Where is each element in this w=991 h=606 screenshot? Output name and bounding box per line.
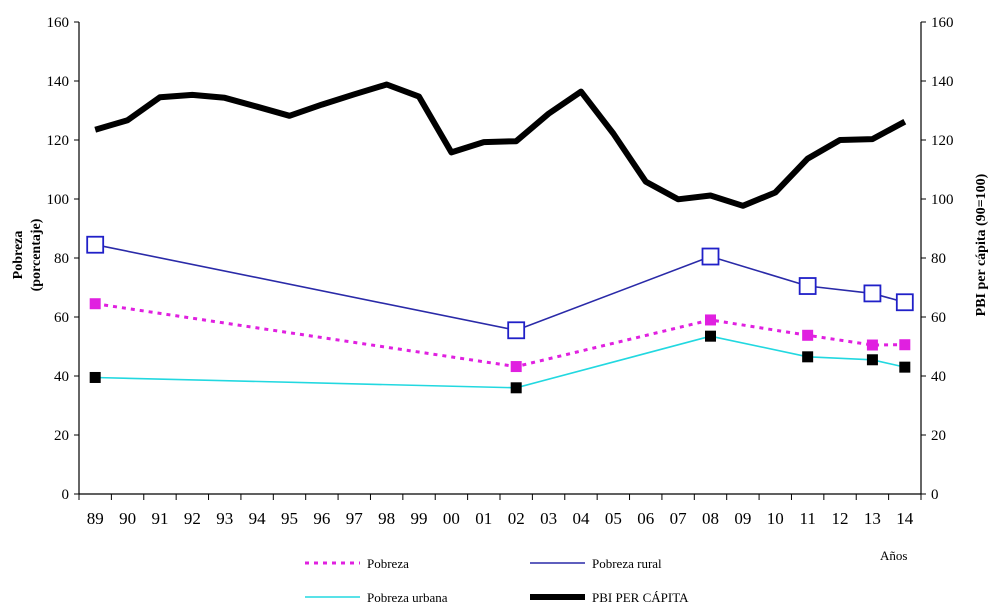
x-tick-label: 93 xyxy=(216,509,233,528)
y-tick-label-right: 60 xyxy=(931,310,946,326)
y-tick-label-right: 20 xyxy=(931,428,946,444)
x-tick-label: 09 xyxy=(734,509,751,528)
data-point-pobreza-urbana xyxy=(802,351,814,363)
data-point-pobreza xyxy=(899,339,911,351)
series-line-pbi-per-c-pita xyxy=(94,81,907,209)
x-tick-label: 01 xyxy=(475,509,492,528)
x-tick-label: 98 xyxy=(378,509,395,528)
x-tick-label: 94 xyxy=(249,509,267,528)
data-point-pobreza-rural xyxy=(895,293,914,312)
data-point-pobreza-urbana xyxy=(866,354,878,366)
data-point-pobreza-urbana xyxy=(89,371,101,383)
x-tick-label: 07 xyxy=(670,509,688,528)
y-tick-label-right: 100 xyxy=(931,192,954,208)
legend: Pobreza Pobreza rural Pobreza urbana PBI PE… xyxy=(305,556,689,605)
x-tick-label: 96 xyxy=(313,509,330,528)
legend-label-pbi-per-c-pita: PBI PER CÁPITA xyxy=(592,590,689,605)
data-point-pobreza-rural xyxy=(798,277,817,295)
x-tick-label: 99 xyxy=(411,509,428,528)
x-tick-label: 04 xyxy=(572,509,590,528)
y-axis-subtitle-left: (porcentaje) xyxy=(29,218,44,291)
y-tick-label-right: 80 xyxy=(931,251,946,267)
y-tick-label-left: 120 xyxy=(47,133,70,149)
y-tick-label-left: 0 xyxy=(62,487,70,503)
x-tick-label: 89 xyxy=(87,509,104,528)
x-tick-label: 08 xyxy=(702,509,719,528)
x-tick-label: 14 xyxy=(896,509,914,528)
series-line-pobreza-rural xyxy=(95,243,906,332)
series-line-pobreza-urbana xyxy=(95,335,905,389)
y-tick-label-right: 0 xyxy=(931,487,939,503)
x-tick-label: 12 xyxy=(832,509,849,528)
data-point-pobreza xyxy=(866,339,878,351)
x-axis-title: Años xyxy=(880,548,907,563)
x-tick-label: 97 xyxy=(346,509,364,528)
x-tick-label: 90 xyxy=(119,509,136,528)
data-point-pobreza xyxy=(705,314,716,326)
y-tick-label-left: 40 xyxy=(54,369,69,385)
x-tick-label: 95 xyxy=(281,509,298,528)
y-tick-label-right: 160 xyxy=(931,15,954,31)
x-tick-label: 06 xyxy=(637,509,654,528)
legend-label-pobreza-urbana: Pobreza urbana xyxy=(367,590,448,605)
y-tick-label-right: 120 xyxy=(931,133,954,149)
y-tick-label-left: 100 xyxy=(47,192,70,208)
series-line-pobreza xyxy=(94,302,905,369)
data-point-pobreza-rural xyxy=(863,284,882,303)
x-tick-label: 00 xyxy=(443,509,460,528)
x-tick-label: 91 xyxy=(151,509,168,528)
y-tick-label-right: 140 xyxy=(931,74,954,90)
data-point-pobreza xyxy=(510,361,522,373)
legend-label-pobreza-rural: Pobreza rural xyxy=(592,556,662,571)
y-tick-label-right: 40 xyxy=(931,369,946,385)
x-tick-label: 11 xyxy=(799,509,815,528)
data-point-pobreza-rural xyxy=(86,235,105,254)
y-tick-label-left: 20 xyxy=(54,428,69,444)
x-tick-label: 13 xyxy=(864,509,881,528)
data-point-pobreza xyxy=(802,329,814,341)
x-tick-label: 03 xyxy=(540,509,557,528)
legend-label-pobreza: Pobreza xyxy=(367,556,409,571)
data-point-pobreza xyxy=(89,298,101,310)
y-axis-title-right: PBI per cápita (90=100) xyxy=(974,173,989,316)
y-axis-title-left: Pobreza xyxy=(11,231,26,280)
x-tick-label: 10 xyxy=(767,509,784,528)
x-tick-label: 92 xyxy=(184,509,201,528)
x-tick-label: 02 xyxy=(508,509,525,528)
y-tick-label-left: 80 xyxy=(54,251,69,267)
data-point-pobreza-urbana xyxy=(510,382,522,394)
data-point-pobreza-urbana xyxy=(705,330,716,342)
x-tick-label: 05 xyxy=(605,509,622,528)
y-tick-label-left: 160 xyxy=(47,15,70,31)
data-point-pobreza-rural xyxy=(701,247,720,266)
y-tick-label-left: 60 xyxy=(54,310,69,326)
y-tick-label-left: 140 xyxy=(47,74,70,90)
data-point-pobreza-urbana xyxy=(899,361,911,373)
data-point-pobreza-rural xyxy=(507,321,526,340)
